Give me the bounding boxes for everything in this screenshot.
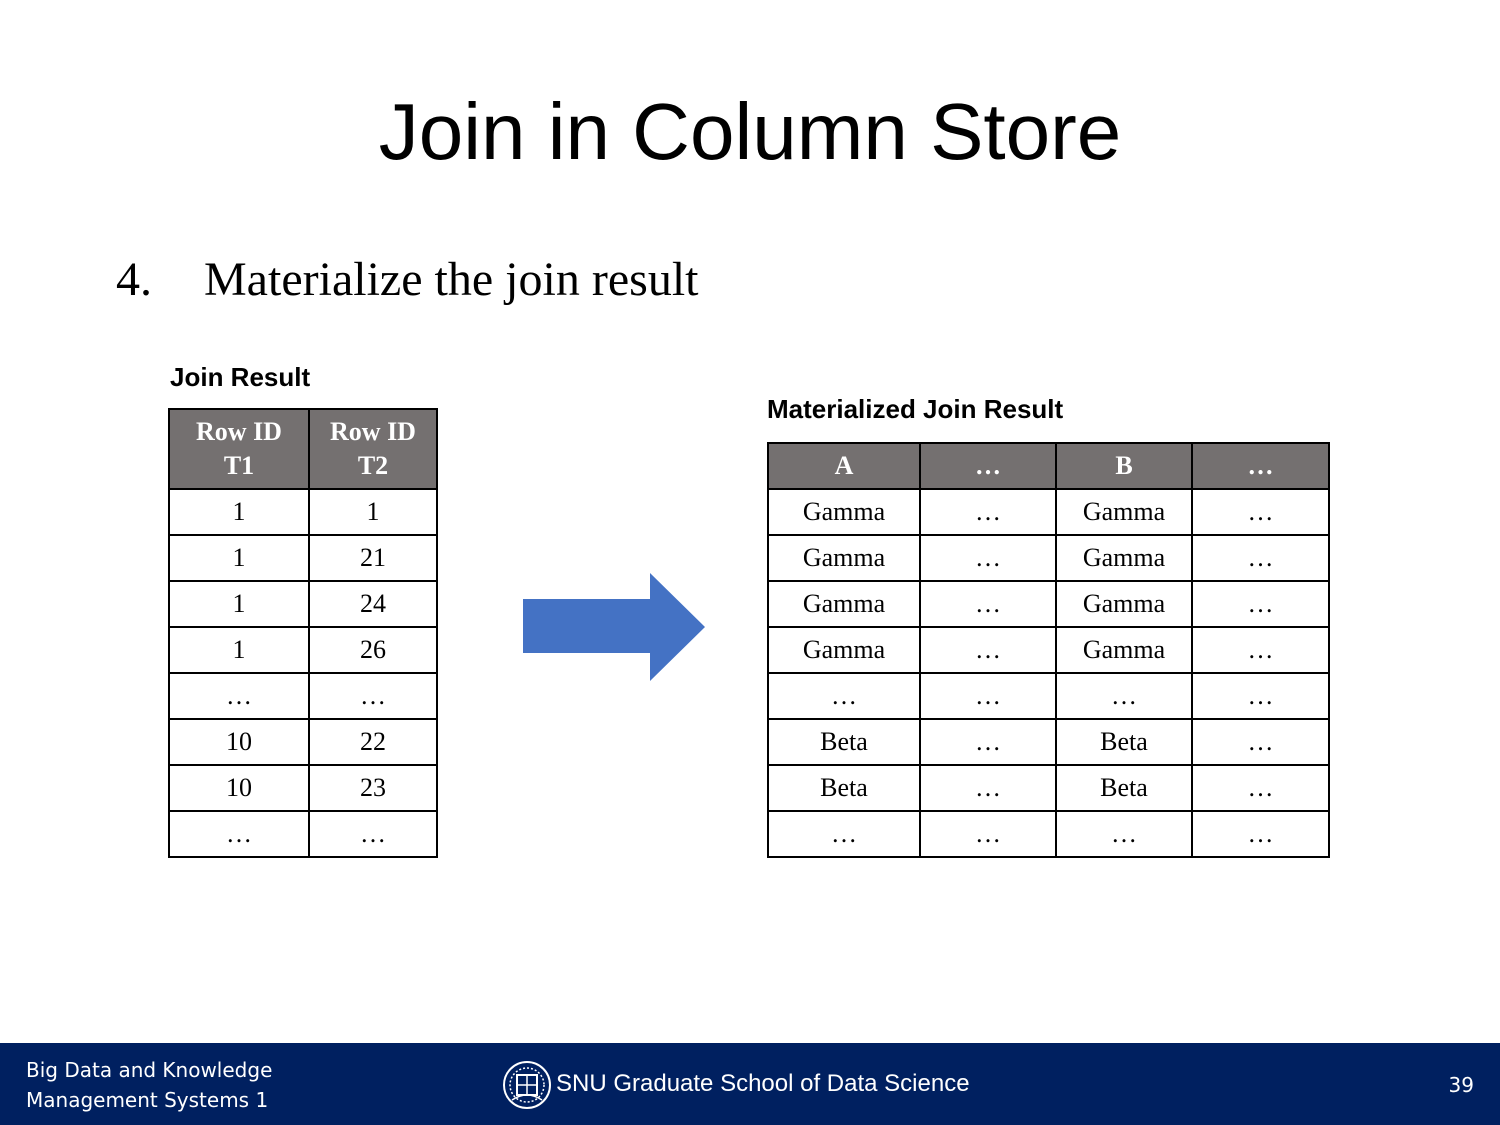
table-cell: … — [308, 810, 438, 858]
table-header-row: A … B … — [767, 442, 1330, 490]
table-cell: … — [919, 718, 1057, 766]
table-row: Beta… Beta… — [767, 718, 1330, 766]
table-cell: … — [1055, 810, 1193, 858]
header-cell-ellipsis: … — [919, 442, 1057, 490]
header-cell-row-id-t1: Row ID T1 — [168, 408, 310, 490]
table-row: 10 22 — [168, 718, 438, 766]
table-cell: … — [767, 672, 921, 720]
table-cell: … — [919, 534, 1057, 582]
table-cell: … — [1055, 672, 1193, 720]
table-row: Gamma… Gamma… — [767, 580, 1330, 628]
table-cell: … — [919, 626, 1057, 674]
table-header-row: Row ID T1 Row ID T2 — [168, 408, 438, 490]
bullet-number: 4. — [116, 253, 152, 306]
table-cell: Gamma — [767, 488, 921, 536]
table-row: …… — [168, 810, 438, 858]
table-cell: … — [1191, 764, 1330, 812]
table-cell: … — [1191, 534, 1330, 582]
table-cell: … — [919, 764, 1057, 812]
table-cell: Gamma — [767, 580, 921, 628]
table-cell: … — [168, 810, 310, 858]
course-name: Big Data and Knowledge Management System… — [26, 1055, 326, 1115]
school-name: SNU Graduate School of Data Science — [556, 1070, 970, 1097]
header-cell-ellipsis: … — [1191, 442, 1330, 490]
table-cell: … — [308, 672, 438, 720]
header-cell-b: B — [1055, 442, 1193, 490]
header-cell-row-id-t2: Row ID T2 — [308, 408, 438, 490]
table-cell: Gamma — [1055, 534, 1193, 582]
table-cell: … — [1191, 718, 1330, 766]
materialized-caption: Materialized Join Result — [767, 394, 1064, 424]
slide-title: Join in Column Store — [378, 87, 1122, 176]
page-number: 39 — [1448, 1073, 1474, 1097]
table-row: Gamma… Gamma… — [767, 626, 1330, 674]
table-row: Gamma… Gamma… — [767, 488, 1330, 536]
table-cell: … — [767, 810, 921, 858]
table-cell: 26 — [308, 626, 438, 674]
table-row: 1 24 — [168, 580, 438, 628]
slide-footer: Big Data and Knowledge Management System… — [0, 1043, 1500, 1125]
table-row: …… — [168, 672, 438, 720]
table-cell: Beta — [1055, 764, 1193, 812]
table-row: ………… — [767, 810, 1330, 858]
materialized-join-table: A … B … Gamma… Gamma… Gamma… Gamma… Gamma…… — [767, 442, 1330, 858]
table-cell: 1 — [168, 488, 310, 536]
table-cell: … — [1191, 488, 1330, 536]
table-cell: … — [919, 672, 1057, 720]
table-cell: Beta — [767, 764, 921, 812]
snu-emblem-icon — [503, 1061, 551, 1109]
table-cell: Beta — [767, 718, 921, 766]
table-row: ………… — [767, 672, 1330, 720]
table-cell: 24 — [308, 580, 438, 628]
table-cell: 23 — [308, 764, 438, 812]
table-cell: … — [919, 810, 1057, 858]
header-cell-a: A — [767, 442, 921, 490]
table-cell: Gamma — [767, 534, 921, 582]
table-cell: … — [919, 580, 1057, 628]
table-cell: 21 — [308, 534, 438, 582]
table-cell: 1 — [168, 626, 310, 674]
table-cell: … — [1191, 626, 1330, 674]
table-cell: Gamma — [1055, 488, 1193, 536]
table-cell: … — [919, 488, 1057, 536]
join-result-caption: Join Result — [170, 362, 311, 392]
table-cell: 22 — [308, 718, 438, 766]
table-cell: … — [1191, 810, 1330, 858]
table-cell: 1 — [308, 488, 438, 536]
right-arrow-icon — [523, 573, 705, 681]
table-cell: … — [1191, 580, 1330, 628]
table-row: Gamma… Gamma… — [767, 534, 1330, 582]
course-name-line2: Management Systems 1 — [26, 1088, 269, 1112]
table-row: 10 23 — [168, 764, 438, 812]
table-cell: 10 — [168, 764, 310, 812]
table-cell: 1 — [168, 534, 310, 582]
table-cell: 1 — [168, 580, 310, 628]
table-cell: Gamma — [1055, 626, 1193, 674]
course-name-line1: Big Data and Knowledge — [26, 1058, 273, 1082]
table-row: Beta… Beta… — [767, 764, 1330, 812]
table-cell: … — [168, 672, 310, 720]
bullet-text: Materialize the join result — [204, 253, 699, 306]
table-cell: Gamma — [767, 626, 921, 674]
table-cell: Gamma — [1055, 580, 1193, 628]
bullet-item: 4. Materialize the join result — [116, 252, 698, 308]
table-cell: Beta — [1055, 718, 1193, 766]
table-row: 1 21 — [168, 534, 438, 582]
table-cell: … — [1191, 672, 1330, 720]
table-cell: 10 — [168, 718, 310, 766]
table-row: 1 26 — [168, 626, 438, 674]
